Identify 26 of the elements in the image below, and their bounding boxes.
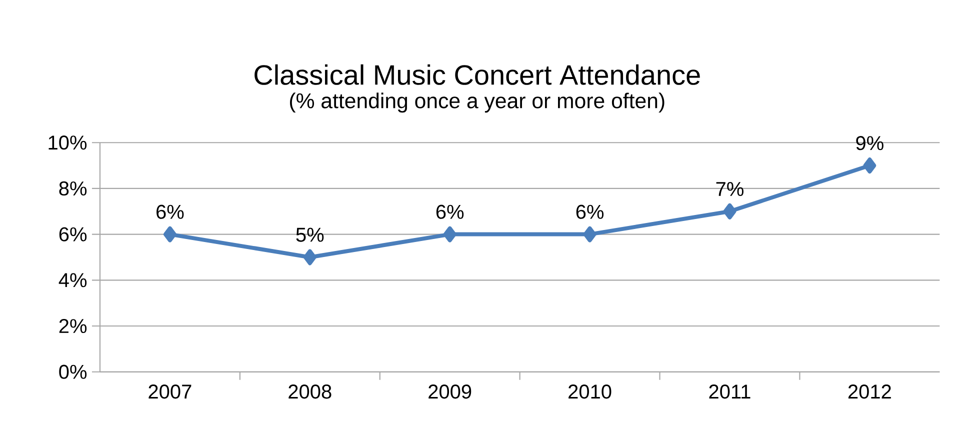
y-tick-label: 8% <box>59 182 87 196</box>
point <box>303 249 316 266</box>
x-tick-label: 2009 <box>428 384 472 399</box>
point <box>443 226 456 243</box>
data-label: 7% <box>716 182 744 196</box>
x-tick-label: 2008 <box>288 384 332 399</box>
x-tick-label: 2011 <box>709 384 750 399</box>
point <box>863 158 876 174</box>
chart-title: Classical Music Concert Attendance <box>254 64 700 86</box>
y-tick-label: 2% <box>59 319 87 334</box>
y-tick-label: 4% <box>58 273 87 288</box>
x-tick-label: 2012 <box>848 384 891 399</box>
data-label: 6% <box>576 205 604 220</box>
chart-subtitle: (% attending once a year or more often) <box>290 92 664 113</box>
point <box>723 204 736 220</box>
x-tick-label: 2010 <box>568 384 612 399</box>
data-label: 5% <box>296 228 324 242</box>
point <box>583 226 596 243</box>
y-tick-label: 6% <box>59 227 87 242</box>
data-label: 6% <box>436 205 464 220</box>
data-label: 6% <box>156 205 184 220</box>
point <box>163 226 176 243</box>
data-label: 9% <box>856 136 884 150</box>
y-tick-label: 0% <box>59 365 87 380</box>
x-tick-label: 2007 <box>148 384 192 399</box>
y-tick-label: 10% <box>48 136 87 150</box>
